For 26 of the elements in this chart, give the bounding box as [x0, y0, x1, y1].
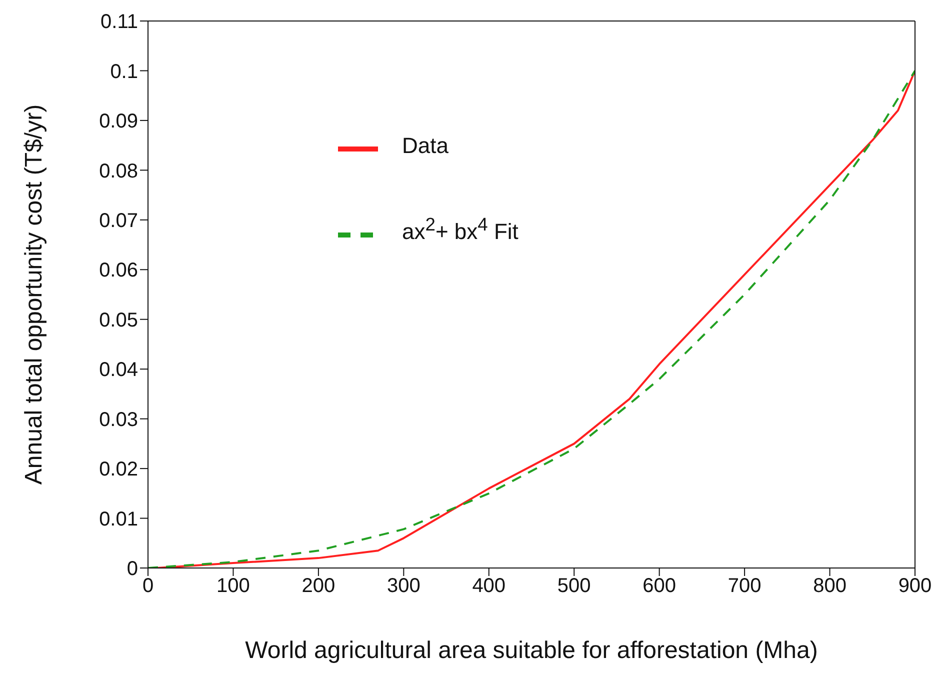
x-tick-label: 700: [728, 575, 762, 598]
x-tick-label: 100: [216, 575, 250, 598]
y-tick-label: 0.11: [100, 11, 138, 34]
y-axis-title: Annual total opportunity cost (T$/yr): [20, 104, 48, 485]
x-axis-title: World agricultural area suitable for afforestation (Mha): [245, 637, 818, 664]
x-tick-label: 200: [302, 575, 336, 598]
y-tick-label: 0.1: [110, 60, 138, 83]
legend-label: Data: [402, 133, 448, 158]
y-tick-label: 0.06: [99, 260, 138, 282]
y-tick-label: 0.07: [99, 210, 138, 232]
x-tick-label: 500: [557, 575, 591, 598]
y-tick-label: 0.03: [99, 408, 138, 431]
x-tick-label: 900: [898, 575, 932, 598]
x-tick-label: 400: [472, 575, 506, 598]
y-tick-label: 0.05: [99, 309, 138, 332]
y-tick-label: 0: [126, 558, 138, 580]
y-tick-label: 0.08: [99, 160, 138, 182]
legend-label: ax$^{2}$+ bx$^{4}$ Fit: [402, 214, 518, 244]
y-tick-label: 0.02: [99, 458, 138, 481]
x-tick-label: 800: [813, 575, 846, 598]
x-tick-label: 300: [386, 575, 420, 598]
y-tick-label: 0.01: [99, 508, 138, 530]
y-tick-label: 0.04: [99, 359, 138, 382]
y-tick-label: 0.09: [99, 110, 138, 133]
x-tick-label: 600: [642, 575, 676, 598]
x-tick-label: 0: [142, 575, 154, 598]
